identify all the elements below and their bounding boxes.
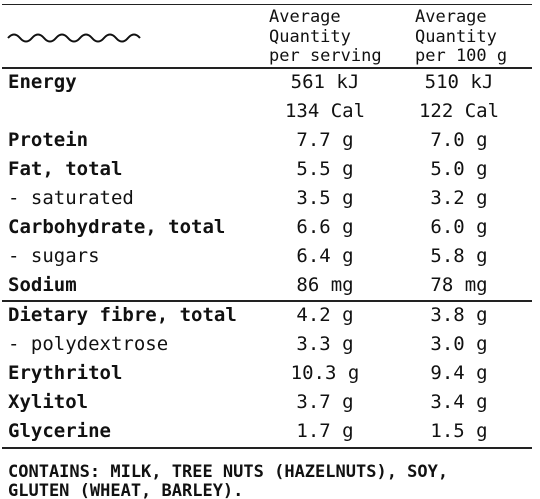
nutrient-value: 510 kJ — [424, 71, 494, 93]
nutrient-value: 86 mg — [296, 274, 354, 296]
nutrient-value: 3.3 g — [296, 333, 354, 355]
nutrient-value: 1.7 g — [296, 420, 354, 442]
nutrient-label: Energy — [8, 71, 77, 93]
nutrient-value: 7.7 g — [296, 129, 354, 151]
nutrient-label: Fat, total — [8, 158, 123, 180]
nutrient-value: 5.8 g — [430, 245, 488, 267]
group-rule — [2, 300, 532, 302]
nutrient-value: 7.0 g — [430, 129, 488, 151]
nutrient-label: - sugars — [8, 245, 100, 267]
nutrient-label: - polydextrose — [8, 333, 169, 355]
nutrient-value: 134 Cal — [284, 100, 366, 122]
nutrient-value: 78 mg — [430, 274, 488, 296]
nutrient-value: 3.7 g — [296, 391, 354, 413]
allergen-statement: GLUTEN (WHEAT, BARLEY). — [8, 481, 244, 499]
nutrient-value: 3.2 g — [430, 187, 488, 209]
footer-rule — [2, 447, 532, 449]
nutrient-value: 3.5 g — [296, 187, 354, 209]
nutrient-value: 122 Cal — [418, 100, 500, 122]
header-rule — [2, 67, 532, 69]
nutrient-label: - saturated — [8, 187, 134, 209]
nutrient-label: Xylitol — [8, 391, 89, 413]
nutrient-label: Dietary fibre, total — [8, 304, 237, 326]
column-header: Quantity — [269, 26, 351, 47]
nutrient-label: Protein — [8, 129, 89, 151]
column-header: per 100 g — [415, 46, 508, 66]
allergen-statement: CONTAINS: MILK, TREE NUTS (HAZELNUTS), S… — [8, 462, 449, 482]
column-header: Quantity — [415, 26, 497, 47]
column-header: Average — [415, 7, 487, 27]
nutrient-label: Erythritol — [8, 362, 123, 384]
wave-decoration — [7, 33, 141, 43]
nutrient-value: 3.8 g — [430, 304, 488, 326]
nutrient-value: 1.5 g — [430, 420, 488, 442]
nutrient-value: 10.3 g — [290, 362, 360, 384]
nutrient-value: 6.4 g — [296, 245, 354, 267]
nutrient-label: Carbohydrate, total — [8, 216, 226, 238]
nutrient-value: 3.4 g — [430, 391, 488, 413]
nutrient-value: 561 kJ — [290, 71, 360, 93]
nutrient-value: 5.0 g — [430, 158, 488, 180]
nutrient-value: 5.5 g — [296, 158, 354, 180]
nutrient-value: 6.6 g — [296, 216, 354, 238]
nutrient-value: 3.0 g — [430, 333, 488, 355]
nutrient-value: 6.0 g — [430, 216, 488, 238]
column-header: per serving — [269, 46, 382, 66]
column-header: Average — [269, 7, 341, 27]
nutrient-label: Glycerine — [8, 420, 111, 442]
nutrient-label: Sodium — [8, 274, 77, 296]
top-rule — [2, 4, 532, 5]
nutrient-value: 9.4 g — [430, 362, 488, 384]
nutrient-value: 4.2 g — [296, 304, 354, 326]
